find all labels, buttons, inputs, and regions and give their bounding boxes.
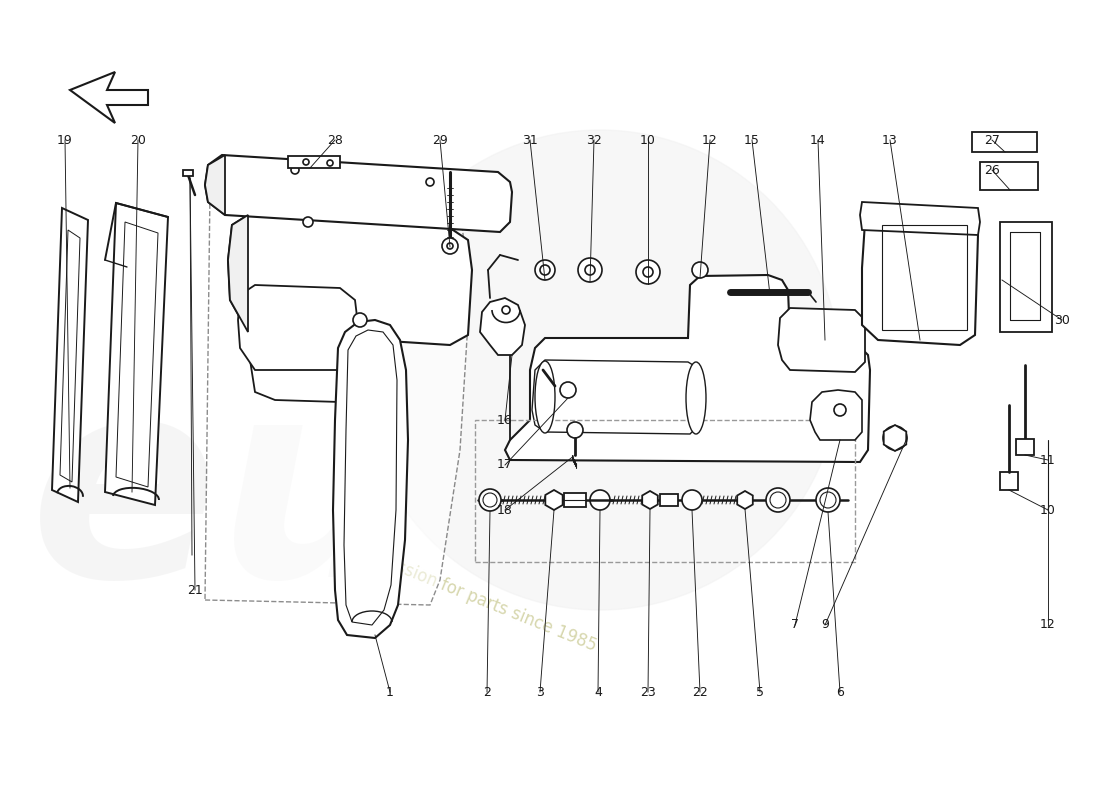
Bar — [972, 132, 1037, 152]
Text: 19: 19 — [57, 134, 73, 146]
Circle shape — [426, 178, 434, 186]
Circle shape — [292, 166, 299, 174]
Text: 10: 10 — [640, 134, 656, 146]
Text: 4: 4 — [594, 686, 602, 698]
Text: 27: 27 — [984, 134, 1000, 146]
Polygon shape — [250, 322, 358, 402]
Circle shape — [692, 262, 708, 278]
Text: a passion for parts since 1985: a passion for parts since 1985 — [361, 545, 600, 655]
Text: 6: 6 — [836, 686, 844, 698]
Polygon shape — [532, 360, 702, 434]
Text: 7: 7 — [791, 618, 799, 631]
Text: 12: 12 — [1041, 618, 1056, 631]
Text: 21: 21 — [187, 583, 202, 597]
Circle shape — [483, 493, 497, 507]
Circle shape — [890, 433, 900, 443]
Text: eu: eu — [30, 365, 416, 635]
Circle shape — [770, 492, 786, 508]
Polygon shape — [52, 208, 88, 502]
Text: 1: 1 — [386, 686, 394, 698]
Bar — [1016, 439, 1034, 455]
Bar — [660, 494, 678, 506]
Circle shape — [578, 258, 602, 282]
Circle shape — [820, 492, 836, 508]
Circle shape — [566, 422, 583, 438]
Circle shape — [766, 488, 790, 512]
Circle shape — [353, 313, 367, 327]
Text: 5: 5 — [756, 686, 764, 698]
Text: 31: 31 — [522, 134, 538, 146]
Text: 22: 22 — [692, 686, 708, 698]
Circle shape — [302, 217, 313, 227]
Text: 10: 10 — [1041, 503, 1056, 517]
Circle shape — [682, 490, 702, 510]
Bar — [564, 493, 586, 507]
Polygon shape — [778, 308, 865, 372]
Polygon shape — [810, 390, 862, 440]
Text: 26: 26 — [984, 163, 1000, 177]
Text: 11: 11 — [1041, 454, 1056, 466]
Bar — [1000, 222, 1052, 332]
Polygon shape — [205, 155, 512, 232]
Polygon shape — [238, 285, 358, 370]
Polygon shape — [205, 160, 470, 605]
Circle shape — [585, 265, 595, 275]
Polygon shape — [228, 215, 248, 332]
Text: 15: 15 — [744, 134, 760, 146]
Circle shape — [590, 490, 610, 510]
Circle shape — [644, 267, 653, 277]
Text: 16: 16 — [497, 414, 513, 426]
Bar — [1000, 472, 1018, 490]
Circle shape — [535, 260, 556, 280]
Bar — [288, 156, 340, 168]
Polygon shape — [860, 202, 980, 235]
Polygon shape — [642, 491, 658, 509]
Text: 14: 14 — [810, 134, 826, 146]
Polygon shape — [104, 203, 168, 505]
Polygon shape — [862, 212, 978, 345]
Polygon shape — [737, 491, 752, 509]
Polygon shape — [205, 155, 225, 215]
Text: 17: 17 — [497, 458, 513, 471]
Text: 29: 29 — [432, 134, 448, 146]
Bar — [475, 420, 855, 562]
Circle shape — [560, 382, 576, 398]
Circle shape — [447, 243, 453, 249]
Ellipse shape — [686, 362, 706, 434]
Circle shape — [442, 238, 458, 254]
Circle shape — [636, 260, 660, 284]
Text: 30: 30 — [1054, 314, 1070, 326]
Circle shape — [502, 306, 510, 314]
Bar — [882, 225, 967, 330]
Text: 3: 3 — [536, 686, 543, 698]
Bar — [183, 170, 192, 176]
Polygon shape — [70, 72, 148, 123]
Text: 9: 9 — [821, 618, 829, 631]
Ellipse shape — [535, 361, 556, 433]
Circle shape — [302, 159, 309, 165]
Polygon shape — [333, 320, 408, 638]
Text: 28: 28 — [327, 134, 343, 146]
Text: 18: 18 — [497, 503, 513, 517]
Text: 13: 13 — [882, 134, 898, 146]
Text: 32: 32 — [586, 134, 602, 146]
Circle shape — [540, 265, 550, 275]
Circle shape — [327, 160, 333, 166]
Polygon shape — [480, 298, 525, 355]
Polygon shape — [883, 425, 906, 451]
Text: 20: 20 — [130, 134, 146, 146]
Polygon shape — [546, 490, 563, 510]
Text: 2: 2 — [483, 686, 491, 698]
Circle shape — [883, 426, 908, 450]
Circle shape — [478, 489, 500, 511]
Polygon shape — [228, 215, 472, 345]
Circle shape — [360, 130, 840, 610]
Circle shape — [816, 488, 840, 512]
Bar — [980, 162, 1038, 190]
Text: 23: 23 — [640, 686, 656, 698]
Text: 12: 12 — [702, 134, 718, 146]
Polygon shape — [505, 275, 870, 462]
Circle shape — [834, 404, 846, 416]
